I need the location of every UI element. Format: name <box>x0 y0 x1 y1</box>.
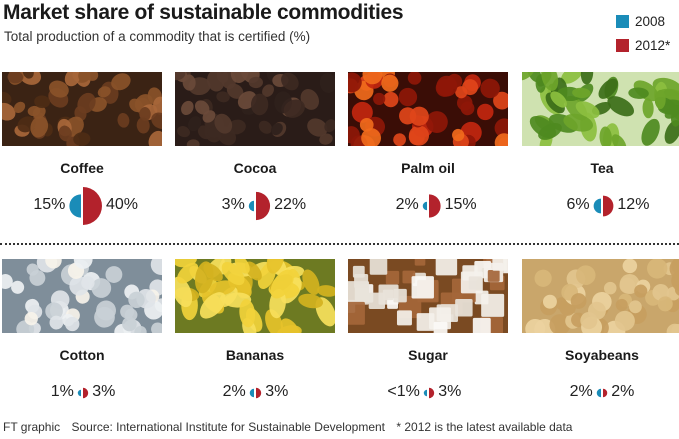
value-label-2008: 2% <box>222 383 246 400</box>
commodity-card-sugar: Sugar <1% 3% <box>348 259 508 429</box>
chart-title: Market share of sustainable commodities <box>3 1 404 24</box>
split-pie <box>77 387 89 399</box>
split-pie <box>423 387 435 399</box>
split-pie <box>249 387 262 399</box>
pie-half-2012 <box>256 191 271 221</box>
value-label-2008: 3% <box>221 196 245 213</box>
pie-half-2008 <box>248 200 254 212</box>
chart-subtitle: Total production of a commodity that is … <box>4 29 311 44</box>
palm-fruit-photo <box>348 72 508 146</box>
commodity-name: Cotton <box>59 347 105 363</box>
pie-half-2012 <box>429 194 441 218</box>
value-label-2012: 12% <box>617 196 650 213</box>
pie-half-2008 <box>593 198 601 214</box>
value-label-2012: 3% <box>265 383 289 400</box>
commodity-card-palm-oil: Palm oil 2% 15% <box>348 72 508 242</box>
commodity-name: Palm oil <box>401 160 455 176</box>
pie-half-2008 <box>422 201 427 211</box>
value-label-2008: 2% <box>569 383 593 400</box>
commodity-card-tea: Tea 6% 12% <box>522 72 679 242</box>
value-label-2012: 2% <box>611 383 635 400</box>
legend-item-2012: 2012* <box>616 34 670 56</box>
commodity-name: Bananas <box>225 347 285 363</box>
pie-half-2012 <box>603 195 614 217</box>
value-label-2012: 15% <box>444 196 477 213</box>
sugar-cubes-photo <box>348 259 508 333</box>
value-label-2012: 22% <box>274 196 307 213</box>
footer-source: Source: International Institute for Sust… <box>71 420 386 434</box>
pie-half-2012 <box>603 388 608 398</box>
value-label-2012: 3% <box>438 383 462 400</box>
cotton-field-photo <box>2 259 162 333</box>
legend-swatch-2012 <box>616 38 629 52</box>
value-label-2008: 1% <box>50 383 74 400</box>
split-pie <box>248 191 271 221</box>
footer-credit: FT graphic <box>3 420 61 434</box>
commodity-name: Sugar <box>408 347 448 363</box>
pie-half-2008 <box>249 388 254 398</box>
legend-label-2012: 2012* <box>635 37 671 53</box>
value-label-2012: 3% <box>92 383 116 400</box>
legend-item-2008: 2008 <box>616 10 670 32</box>
commodity-card-coffee: Coffee 15% 40% <box>2 72 162 242</box>
pie-half-2008 <box>77 389 81 397</box>
pie-half-2012 <box>83 187 102 225</box>
commodity-card-bananas: Bananas 2% 3% <box>175 259 335 429</box>
footer: FT graphic Source: International Institu… <box>3 420 580 434</box>
commodity-card-cocoa: Cocoa 3% 22% <box>175 72 335 242</box>
value-label-2008: <1% <box>387 383 420 400</box>
pie-half-2008 <box>423 389 427 397</box>
pie-half-2012 <box>429 387 435 399</box>
legend-swatch-2008 <box>616 14 629 28</box>
tea-leaves-photo <box>522 72 679 146</box>
bananas-photo <box>175 259 335 333</box>
pie-half-2008 <box>596 388 601 398</box>
commodity-name: Soyabeans <box>565 347 639 363</box>
value-label-2008: 15% <box>33 196 66 213</box>
commodity-card-soyabeans: Soyabeans 2% 2% <box>522 259 679 429</box>
row-divider <box>0 243 679 245</box>
soyabeans-photo <box>522 259 679 333</box>
pie-half-2012 <box>256 387 262 399</box>
split-pie <box>69 187 102 225</box>
cocoa-beans-photo <box>175 72 335 146</box>
commodity-card-cotton: Cotton 1% 3% <box>2 259 162 429</box>
split-pie <box>422 194 441 218</box>
commodity-name: Cocoa <box>233 160 277 176</box>
split-pie <box>593 195 614 217</box>
commodity-name: Tea <box>590 160 614 176</box>
footer-note: * 2012 is the latest available data <box>396 420 573 434</box>
coffee-beans-photo <box>2 72 162 146</box>
pie-half-2008 <box>69 194 81 218</box>
value-label-2008: 2% <box>395 196 419 213</box>
commodity-name: Coffee <box>60 160 104 176</box>
pie-half-2012 <box>83 387 89 399</box>
value-label-2012: 40% <box>106 196 139 213</box>
legend: 2008 2012* <box>616 10 670 58</box>
split-pie <box>596 388 608 398</box>
legend-label-2008: 2008 <box>635 13 666 29</box>
value-label-2008: 6% <box>566 196 590 213</box>
